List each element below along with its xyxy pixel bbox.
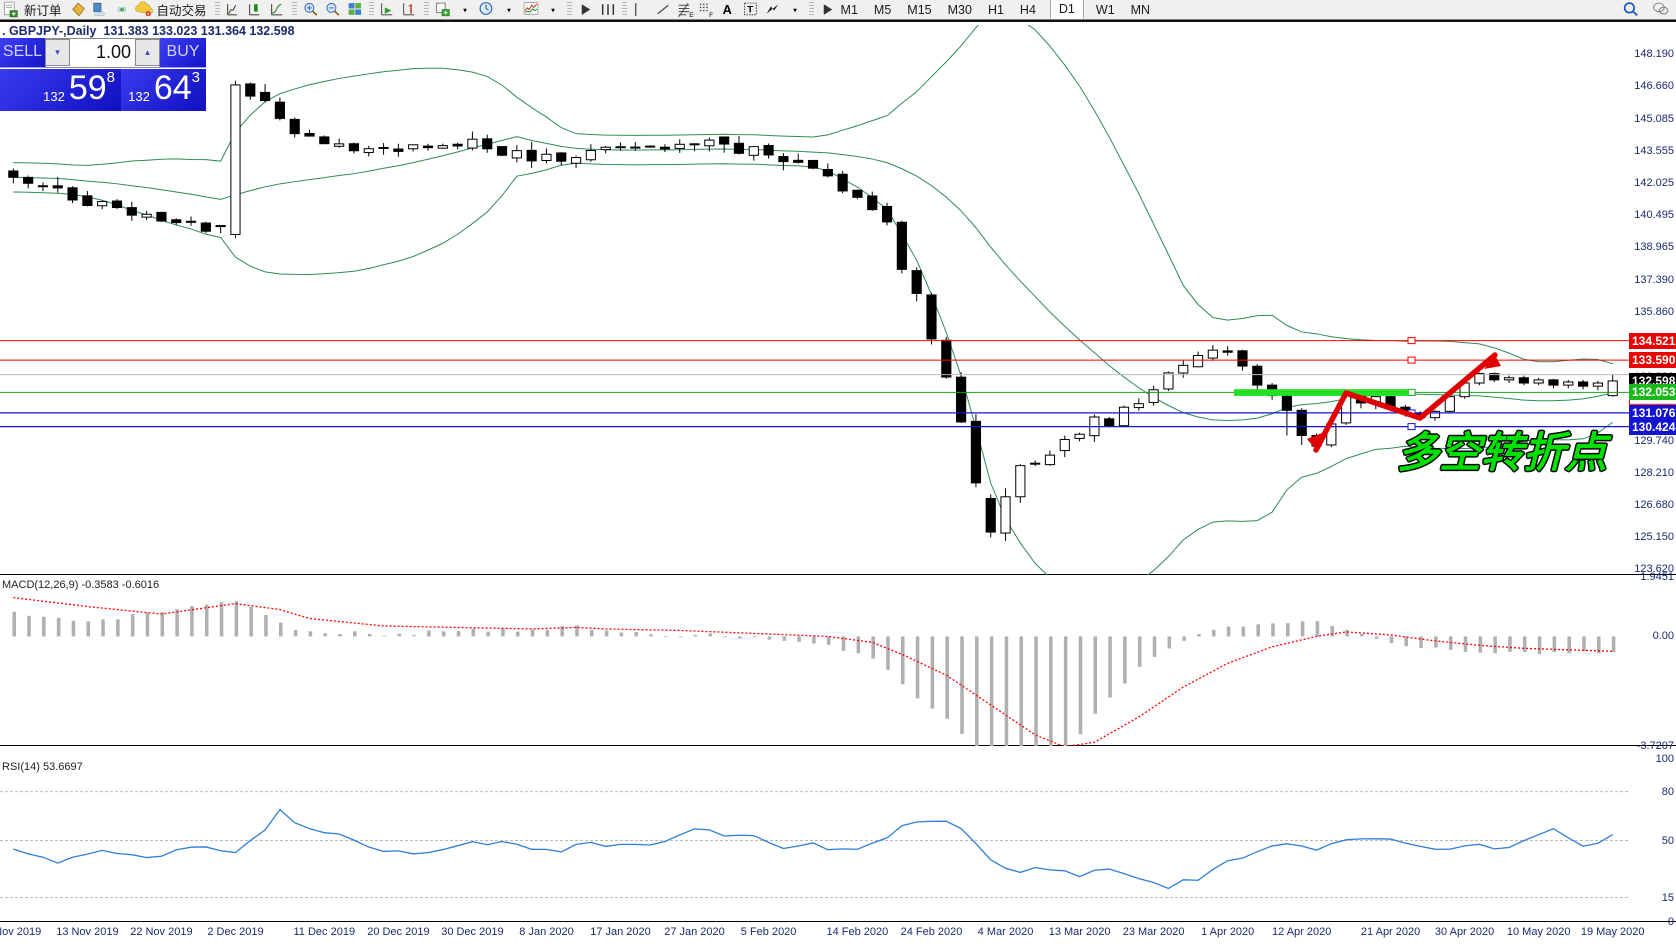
svg-text:▾: ▾ [551, 6, 555, 15]
svg-text:T: T [747, 5, 753, 16]
svg-text:E: E [689, 12, 693, 18]
svg-text:F: F [709, 12, 713, 18]
svg-text:▾: ▾ [507, 6, 511, 15]
svg-text:A: A [722, 2, 731, 17]
svg-text:▾: ▾ [463, 6, 467, 15]
svg-text:▾: ▾ [793, 6, 797, 15]
